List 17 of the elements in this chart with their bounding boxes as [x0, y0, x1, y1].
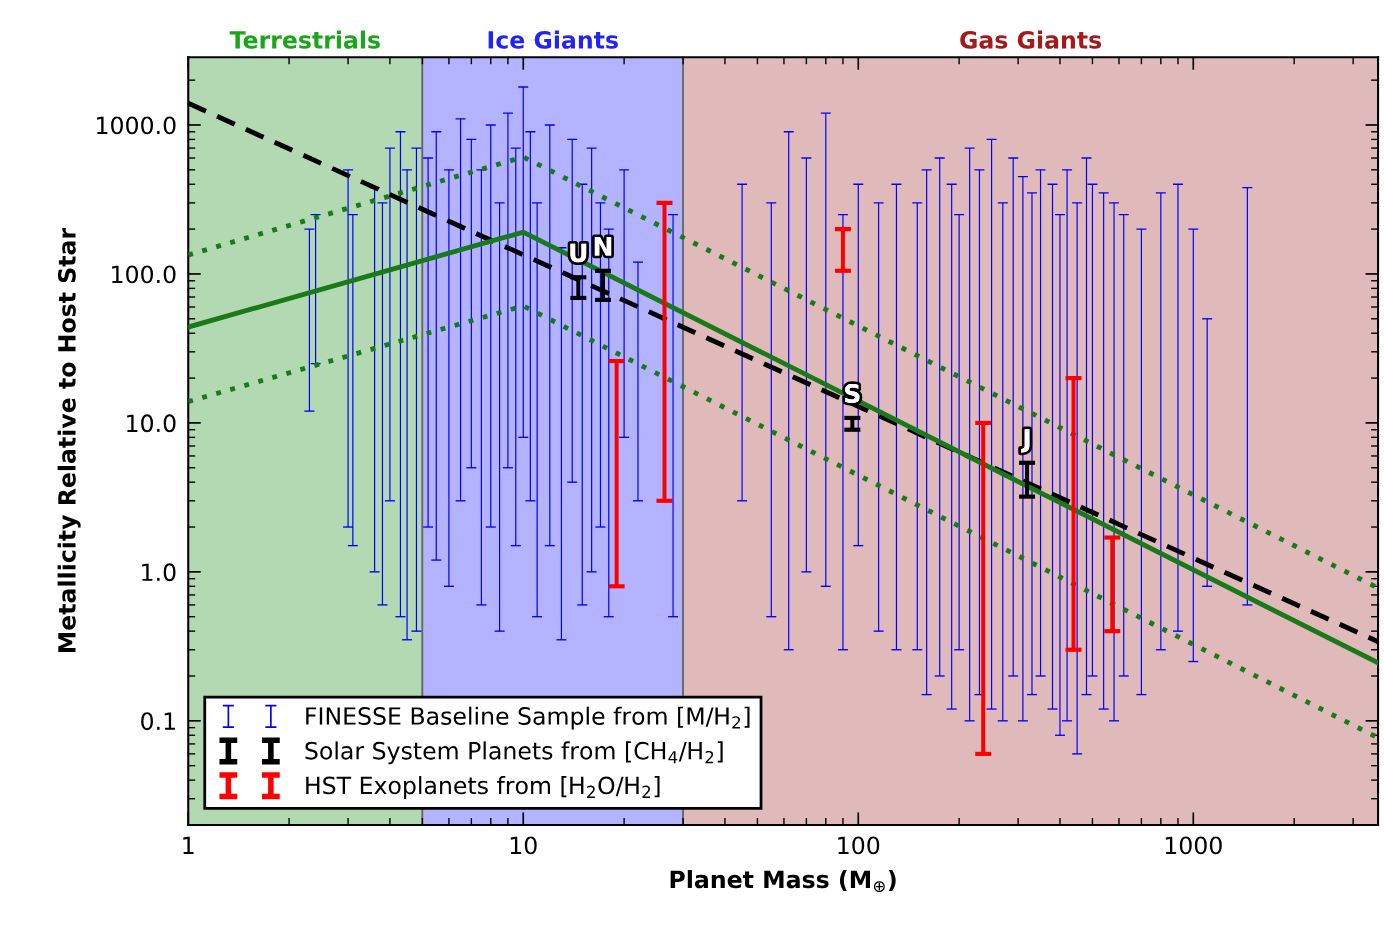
band-label: Ice Giants	[488, 30, 618, 49]
x-tick-label: 1000	[1165, 836, 1222, 855]
legend-label: Solar System Planets from [CH$_{4}$/H$_{2}$]	[305, 741, 723, 765]
x-tick-label: 100	[838, 836, 880, 855]
y-tick-label: 10.0	[127, 414, 176, 433]
x-tick-label: 1	[183, 836, 194, 854]
x-tick-label: 10	[510, 836, 537, 855]
y-tick-label: 1000.0	[97, 116, 176, 135]
y-tick-label: 100.0	[112, 265, 176, 284]
legend-label: HST Exoplanets from [H$_{2}$O/H$_{2}$]	[306, 776, 660, 799]
band-label: Terrestrials	[229, 30, 380, 49]
y-tick-label: 0.1	[141, 712, 175, 731]
band-label: Gas Giants	[960, 30, 1102, 49]
x-axis-title: Planet Mass (M$_{⊕}$)	[670, 870, 896, 893]
y-axis-title: Metallicity Relative to Host Star	[57, 227, 81, 653]
y-tick-label: 1.0	[142, 563, 176, 582]
legend-label: FINESSE Baseline Sample from [M/H$_{2}$]	[306, 706, 750, 730]
